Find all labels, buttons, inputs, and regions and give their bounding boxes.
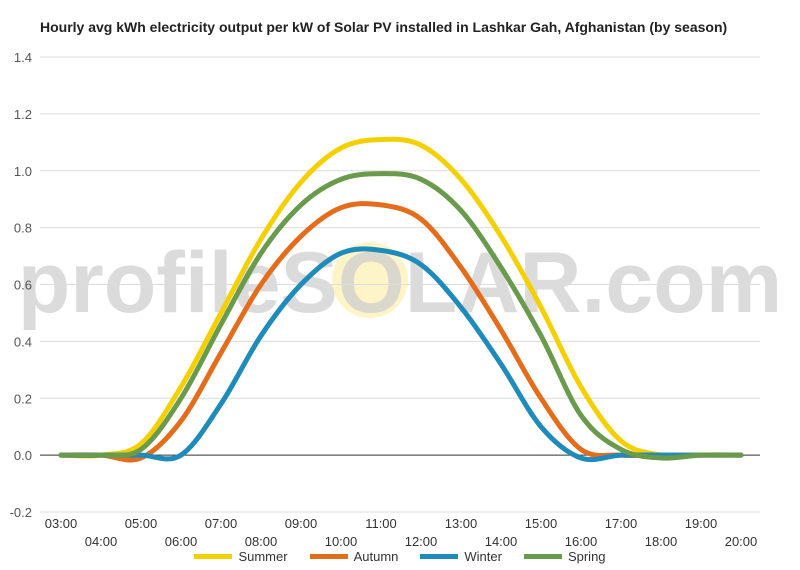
y-tick-label: 0.8 [14,221,32,236]
legend-swatch [420,554,459,559]
legend-label: Autumn [353,549,399,564]
legend-swatch [523,554,562,559]
x-tick-label: 12:00 [405,534,438,549]
x-tick-label: 03:00 [45,516,78,531]
y-tick-label: 0.2 [14,391,32,406]
legend-item-autumn: Autumn [309,549,399,564]
x-tick-label: 10:00 [325,534,358,549]
legend-item-summer: Summer [194,549,288,564]
watermark-text: profileSOLAR.com [18,235,783,331]
legend-item-spring: Spring [523,549,606,564]
y-tick-label: 0.0 [14,448,32,463]
y-tick-label: 0.6 [14,278,32,293]
y-tick-label: 1.4 [14,50,32,65]
x-tick-label: 08:00 [245,534,278,549]
y-tick-label: -0.2 [10,505,32,520]
x-tick-label: 13:00 [445,516,478,531]
x-tick-label: 11:00 [365,516,397,531]
x-tick-label: 06:00 [165,534,198,549]
x-tick-label: 05:00 [125,516,158,531]
chart-title: Hourly avg kWh electricity output per kW… [40,19,728,35]
legend-label: Summer [238,549,288,564]
x-tick-label: 07:00 [205,516,238,531]
series-lines [58,136,744,463]
x-tick-label: 16:00 [565,534,598,549]
y-tick-label: 1.2 [14,107,32,122]
y-tick-label: 0.4 [14,334,32,349]
x-tick-label: 18:00 [645,534,678,549]
y-tick-label: 1.0 [14,164,32,179]
legend-label: Winter [464,549,502,564]
x-tick-label: 09:00 [285,516,318,531]
legend: Summer Autumn Winter Spring [0,549,800,564]
legend-swatch [309,554,348,559]
series-line-winter [58,246,744,463]
x-axis-ticks: 03:00 05:00 07:00 09:00 11:00 13:00 15:00 17:00… [45,516,758,549]
x-tick-label: 14:00 [485,534,518,549]
x-tick-label: 19:00 [685,516,718,531]
y-axis-ticks: -0.2 0.0 0.2 0.4 0.6 0.8 1.0 1.2 1.4 [10,50,32,520]
series-line-spring [58,171,744,461]
x-tick-label: 20:00 [725,534,758,549]
legend-item-winter: Winter [420,549,502,564]
x-tick-label: 04:00 [85,534,118,549]
legend-label: Spring [567,549,606,564]
legend-swatch [194,554,233,559]
series-line-summer [58,136,744,459]
x-tick-label: 17:00 [605,516,638,531]
grid-lines [40,56,760,513]
x-tick-label: 15:00 [525,516,558,531]
